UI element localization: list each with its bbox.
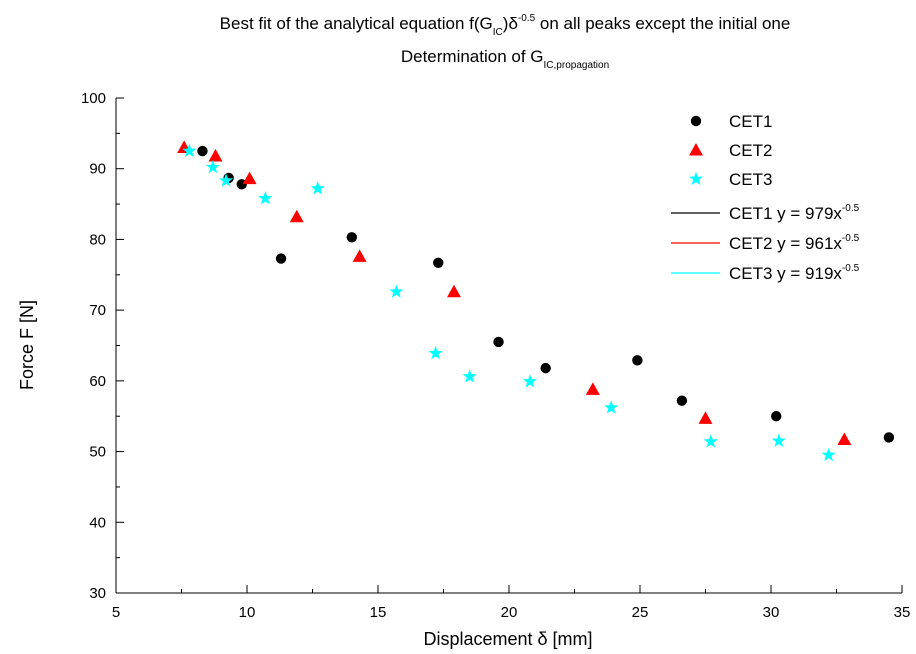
- legend-fit-label: CET1 y = 979x-0.5: [729, 203, 860, 223]
- data-point-cet1: [346, 232, 357, 243]
- legend-fit-exponent: -0.5: [842, 203, 860, 214]
- data-point-cet3: [604, 400, 619, 414]
- fit-curve-cet1: [902, 0, 916, 98]
- legend-fit-equation: CET3 y = 919x: [729, 264, 842, 283]
- data-point-cet2: [446, 284, 461, 298]
- data-point-cet2: [208, 148, 223, 162]
- data-point-cet1: [540, 362, 551, 374]
- y-tick-label: 80: [89, 231, 106, 248]
- x-tick-label: 15: [370, 604, 387, 621]
- title-part: on all peaks except the initial one: [535, 14, 790, 33]
- title-superscript: -0.5: [518, 13, 536, 24]
- series-cet1: [197, 145, 895, 443]
- x-tick-label: 25: [632, 604, 649, 621]
- data-point-cet1: [197, 145, 208, 157]
- data-point-cet3: [821, 447, 836, 462]
- data-point-cet2: [698, 411, 713, 424]
- y-axis-title: Force F [N]: [17, 300, 37, 390]
- title-part: )δ: [503, 14, 518, 33]
- subtitle-part: Determination of G: [401, 47, 544, 66]
- chart-subtitle: Determination of GIC,propagation: [401, 47, 609, 71]
- data-point-cet1: [632, 355, 643, 366]
- y-tick-label: 30: [89, 585, 106, 602]
- data-point-cet2: [837, 432, 852, 446]
- x-tick-label: 20: [501, 604, 518, 621]
- legend-fit-label: CET3 y = 919x-0.5: [729, 263, 860, 283]
- legend-fit-equation: CET1 y = 979x: [729, 204, 842, 223]
- subtitle-subscript: IC,propagation: [544, 60, 610, 71]
- plot-area: 30 40 50 60 70 80 90 100 5 10 15 20 25 30 35: [81, 0, 916, 621]
- data-point-cet1: [771, 411, 782, 422]
- series-cet3: [182, 143, 836, 462]
- data-point-cet1: [676, 395, 688, 406]
- y-tick-label: 70: [89, 302, 106, 319]
- legend-fit-exponent: -0.5: [842, 263, 860, 274]
- fit-curve-cet2: [902, 0, 916, 98]
- data-point-cet3: [462, 369, 477, 383]
- series-cet2: [177, 140, 852, 446]
- legend-marker-cet3: [688, 171, 704, 186]
- fit-curve-cet3: [902, 0, 916, 98]
- chart-title: Best fit of the analytical equation f(GI…: [220, 13, 791, 38]
- title-subscript: IC: [493, 27, 503, 38]
- x-axis-title: Displacement δ [mm]: [423, 629, 592, 649]
- y-tick-label: 100: [81, 90, 106, 107]
- legend-label: CET2: [729, 141, 772, 160]
- data-point-cet1: [275, 253, 287, 264]
- legend-fit-exponent: -0.5: [842, 233, 860, 244]
- data-point-cet3: [258, 190, 273, 205]
- y-tick-label: 50: [89, 444, 106, 461]
- legend-label: CET3: [729, 170, 772, 189]
- x-tick-label: 5: [112, 604, 120, 621]
- title-part: Best fit of the analytical equation f(G: [220, 14, 493, 33]
- data-point-cet2: [585, 382, 600, 395]
- data-point-cet3: [703, 434, 718, 448]
- legend-fit-equation: CET2 y = 961x: [729, 234, 842, 253]
- data-point-cet2: [352, 249, 367, 262]
- data-point-cet3: [205, 159, 221, 174]
- data-point-cet1: [433, 257, 444, 268]
- data-point-cet3: [428, 345, 443, 360]
- legend-fit-label: CET2 y = 961x-0.5: [729, 233, 860, 253]
- data-point-cet3: [522, 374, 538, 388]
- data-point-cet3: [389, 284, 404, 298]
- legend-marker-cet1: [690, 115, 702, 127]
- data-point-cet2: [242, 171, 257, 185]
- data-point-cet1: [493, 336, 504, 348]
- legend-label: CET1: [729, 112, 772, 131]
- x-tick-label: 35: [894, 604, 911, 621]
- data-point-cet2: [289, 209, 304, 223]
- data-point-cet1: [883, 432, 895, 443]
- data-point-cet3: [310, 181, 325, 195]
- data-point-cet3: [182, 143, 197, 158]
- legend-marker-cet2: [689, 143, 703, 156]
- x-tick-label: 30: [763, 604, 780, 621]
- y-tick-label: 40: [89, 514, 106, 531]
- x-tick-label: 10: [239, 604, 256, 621]
- data-point-cet3: [218, 173, 234, 187]
- data-point-cet3: [771, 433, 786, 448]
- y-tick-label: 90: [89, 161, 106, 178]
- y-tick-label: 60: [89, 373, 106, 390]
